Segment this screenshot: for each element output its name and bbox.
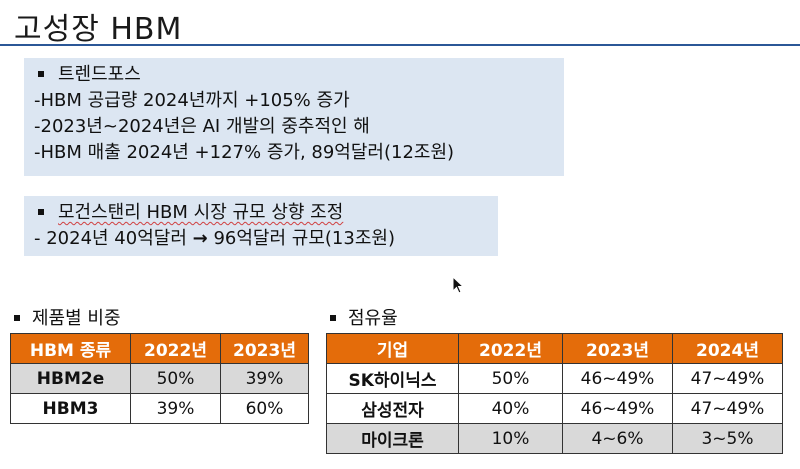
row-label: SK하이닉스: [326, 363, 459, 394]
header-cell: 2023년: [562, 333, 673, 364]
square-bullet-icon: [14, 314, 20, 321]
morganstanley-box: 모건스탠리 HBM 시장 규모 상향 조정 - 2024년 40억달러 → 96…: [24, 196, 498, 256]
square-bullet-icon: [38, 70, 44, 77]
trendforce-line-supply: -HBM 공급량 2024년까지 +105% 증가: [34, 90, 350, 111]
trendforce-line-revenue: -HBM 매출 2024년 +127% 증가, 89억달러(12조원): [34, 142, 455, 163]
row-label: HBM2e: [10, 363, 131, 394]
trendforce-heading: 트렌드포스: [34, 62, 554, 88]
header-cell: 기업: [326, 333, 459, 364]
table-cell: 46~49%: [562, 393, 673, 424]
row-label: HBM3: [10, 393, 131, 424]
table-cell: 4~6%: [562, 423, 673, 454]
morganstanley-heading: 모건스탠리 HBM 시장 규모 상향 조정: [34, 200, 488, 226]
table-cell: 47~49%: [672, 363, 783, 394]
market-share-table: 기업 2022년 2023년 2024년 SK하이닉스 50% 46~49% 4…: [326, 333, 783, 454]
header-cell: 2023년: [220, 333, 309, 364]
table-cell: 50%: [130, 363, 221, 394]
table-cell: 10%: [458, 423, 563, 454]
header-cell: 2022년: [458, 333, 563, 364]
slide-title: 고성장 HBM: [14, 12, 183, 47]
table-row: 삼성전자 40% 46~49% 47~49%: [326, 393, 783, 424]
table-row: SK하이닉스 50% 46~49% 47~49%: [326, 363, 783, 394]
table-cell: 39%: [130, 393, 221, 424]
product-share-table: HBM 종류 2022년 2023년 HBM2e 50% 39% HBM3 39…: [10, 333, 309, 424]
table-row: 마이크론 10% 4~6% 3~5%: [326, 423, 783, 454]
square-bullet-icon: [38, 208, 44, 215]
table-row: HBM2e 50% 39%: [10, 363, 309, 394]
market-share-label: 점유율: [330, 304, 398, 330]
morganstanley-line: - 2024년 40억달러 → 96억달러 규모(13조원): [34, 228, 395, 249]
table-cell: 39%: [220, 363, 309, 394]
table-cell: 40%: [458, 393, 563, 424]
mouse-pointer-icon: [452, 276, 464, 294]
row-label: 삼성전자: [326, 393, 459, 424]
square-bullet-icon: [330, 314, 336, 321]
right-arrow-icon: →: [192, 228, 208, 249]
table-cell: 46~49%: [562, 363, 673, 394]
trendforce-box: 트렌드포스 -HBM 공급량 2024년까지 +105% 증가 -2023년~2…: [24, 58, 564, 176]
header-cell: 2022년: [130, 333, 221, 364]
table-row: HBM3 39% 60%: [10, 393, 309, 424]
title-divider: [0, 44, 800, 46]
trendforce-line-ai: -2023년~2024년은 AI 개발의 중추적인 해: [34, 116, 370, 137]
product-share-label: 제품별 비중: [14, 304, 121, 330]
table-cell: 60%: [220, 393, 309, 424]
row-label: 마이크론: [326, 423, 459, 454]
header-cell: 2024년: [672, 333, 783, 364]
table-cell: 47~49%: [672, 393, 783, 424]
table-cell: 50%: [458, 363, 563, 394]
table-cell: 3~5%: [672, 423, 783, 454]
header-cell: HBM 종류: [10, 333, 131, 364]
